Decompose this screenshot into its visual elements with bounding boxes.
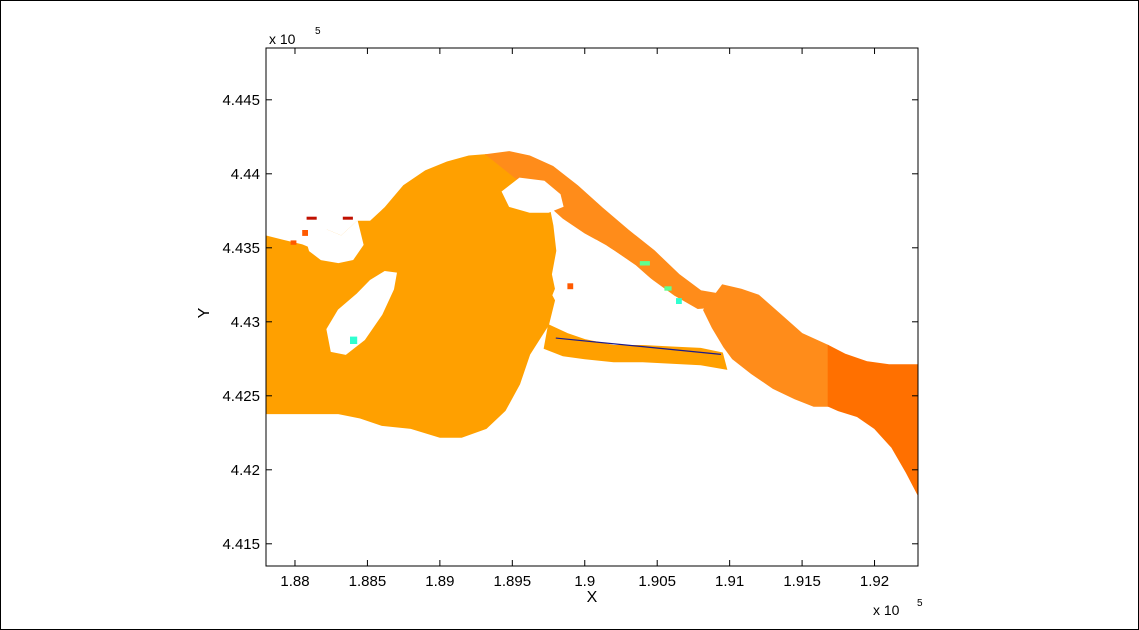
cell-orange-cell-3 (567, 283, 574, 290)
data-layer (266, 151, 918, 496)
cell-orange-cell-1 (302, 230, 308, 236)
y-tick-label: 4.44 (231, 166, 260, 183)
tick-layer: 1.88 1.885 1.89 1.895 1.9 1.905 1.91 1.915 1.92 4… (222, 48, 918, 590)
cell-red-cell-1 (306, 216, 317, 220)
y-multiplier-label: x 10 (269, 31, 296, 47)
cell-cyan-cell-1 (350, 336, 358, 344)
x-tick-label: 1.91 (715, 573, 744, 590)
region-middle-channel (543, 324, 728, 370)
cell-green-cell-1 (639, 261, 650, 266)
y-multiplier-exponent: 5 (315, 26, 321, 37)
cell-cyan-cell-2 (676, 298, 682, 304)
x-tick-label: 1.915 (783, 573, 821, 590)
cell-green-cell-2 (664, 286, 672, 291)
region-lower-channel (703, 284, 829, 407)
x-tick-label: 1.89 (425, 573, 454, 590)
x-tick-label: 1.92 (860, 573, 889, 590)
x-tick-label: 1.895 (494, 573, 532, 590)
x-multiplier-label: x 10 (873, 602, 900, 618)
cell-orange-cell-2 (290, 240, 297, 245)
y-tick-label: 4.43 (231, 314, 260, 331)
hole-island-top (501, 177, 564, 213)
y-tick-label: 4.425 (222, 388, 260, 405)
x-tick-label: 1.88 (280, 573, 309, 590)
x-tick-label: 1.9 (574, 573, 595, 590)
y-tick-label: 4.435 (222, 240, 260, 257)
y-tick-label: 4.445 (222, 92, 260, 109)
x-multiplier-exponent: 5 (917, 598, 923, 609)
x-tick-label: 1.885 (349, 573, 387, 590)
y-tick-label: 4.42 (231, 462, 260, 479)
x-tick-label: 1.905 (638, 573, 676, 590)
transect-line (555, 337, 722, 355)
axes-box (265, 47, 919, 567)
region-outlet (827, 344, 918, 496)
hole-notch-top-left (301, 220, 364, 264)
y-axis-label: Y (196, 307, 213, 318)
region-main-body (266, 154, 557, 438)
x-axis-label: X (587, 589, 598, 606)
y-tick-label: 4.415 (222, 536, 260, 553)
hole-island-middle (552, 239, 703, 332)
cell-red-cell-2 (342, 216, 353, 220)
hole-island-left (326, 270, 397, 355)
